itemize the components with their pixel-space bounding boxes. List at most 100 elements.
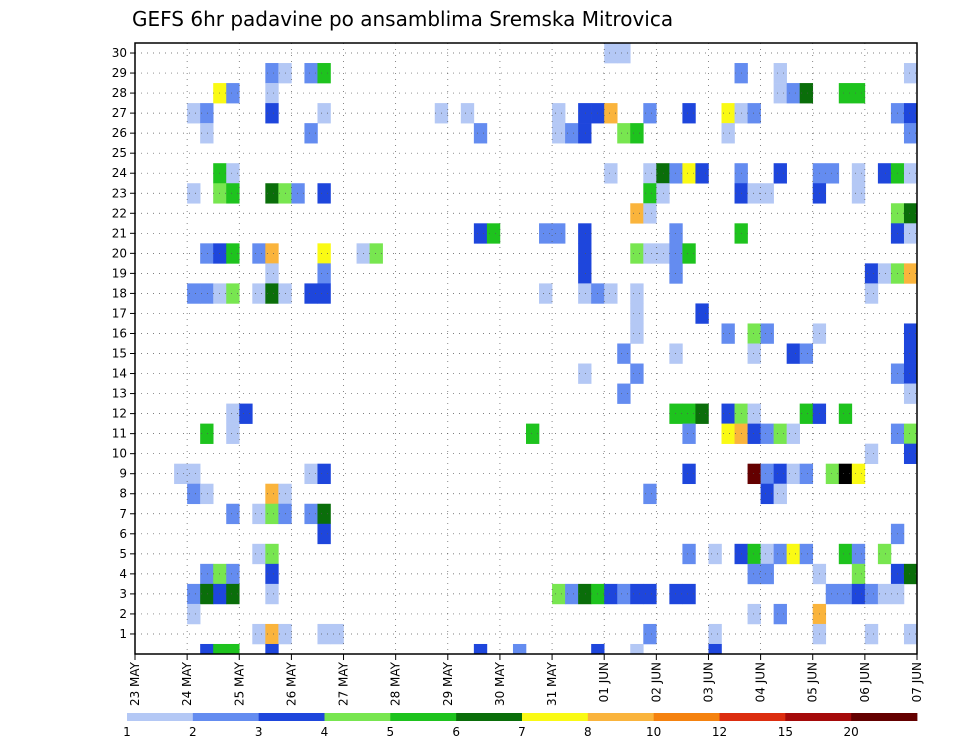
heatmap-cell bbox=[773, 423, 787, 444]
heatmap-cell bbox=[617, 583, 631, 605]
heatmap-cell bbox=[864, 443, 879, 464]
heatmap-cell bbox=[591, 643, 605, 655]
heatmap-cell bbox=[903, 623, 918, 645]
y-tick-label: 23 bbox=[112, 186, 127, 200]
x-tick-label: 03 JUN bbox=[701, 662, 715, 702]
x-tick-label: 04 JUN bbox=[754, 662, 768, 702]
heatmap-cell bbox=[200, 123, 214, 144]
heatmap-cell bbox=[747, 563, 761, 585]
heatmap-cell bbox=[226, 163, 240, 184]
heatmap-cell bbox=[682, 163, 696, 184]
y-tick-label: 22 bbox=[112, 206, 127, 220]
heatmap-cell bbox=[682, 543, 696, 565]
heatmap-cell bbox=[643, 243, 657, 264]
y-tick-label: 30 bbox=[112, 46, 127, 60]
heatmap-cell bbox=[317, 623, 331, 645]
heatmap-cell bbox=[226, 503, 240, 525]
heatmap-cell bbox=[760, 463, 774, 485]
heatmap-cell bbox=[903, 103, 918, 124]
heatmap-cell bbox=[851, 463, 866, 485]
colorbar-swatch bbox=[719, 713, 786, 721]
heatmap-cell bbox=[643, 203, 657, 224]
heatmap-cell bbox=[317, 283, 331, 304]
y-tick-label: 13 bbox=[112, 387, 127, 401]
heatmap-cell bbox=[669, 243, 683, 264]
heatmap-cell bbox=[460, 103, 475, 124]
heatmap-cell bbox=[317, 263, 331, 284]
y-tick-label: 6 bbox=[119, 527, 127, 541]
heatmap-cell bbox=[552, 223, 566, 244]
y-tick-label: 5 bbox=[119, 547, 127, 561]
y-tick-label: 4 bbox=[119, 567, 127, 581]
heatmap-cell bbox=[903, 123, 918, 144]
heatmap-cell bbox=[473, 643, 488, 655]
heatmap-cell bbox=[539, 283, 553, 304]
heatmap-cell bbox=[473, 223, 488, 244]
heatmap-cell bbox=[747, 543, 761, 565]
heatmap-cell bbox=[747, 103, 761, 124]
heatmap-cell bbox=[682, 583, 696, 605]
heatmap-cell bbox=[747, 603, 761, 625]
heatmap-cell bbox=[643, 583, 657, 605]
heatmap-cell bbox=[708, 623, 722, 645]
heatmap-cell bbox=[486, 223, 501, 244]
heatmap-cell bbox=[799, 403, 814, 424]
y-tick-label: 3 bbox=[119, 587, 127, 601]
colorbar-swatch bbox=[785, 713, 852, 721]
heatmap-cell bbox=[851, 83, 866, 104]
heatmap-cell bbox=[760, 543, 774, 565]
heatmap-cell bbox=[838, 403, 853, 424]
y-tick-label: 20 bbox=[112, 246, 127, 260]
x-tick-label: 25 MAY bbox=[232, 661, 246, 706]
heatmap-cell bbox=[656, 243, 670, 264]
heatmap-cell bbox=[903, 203, 918, 224]
heatmap-cell bbox=[695, 163, 709, 184]
heatmap-cell bbox=[773, 463, 787, 485]
heatmap-cell bbox=[265, 183, 279, 204]
y-tick-label: 14 bbox=[112, 367, 127, 381]
heatmap-cell bbox=[578, 583, 592, 605]
heatmap-cell bbox=[773, 83, 787, 104]
heatmap-cell bbox=[226, 643, 240, 655]
heatmap-cell bbox=[552, 123, 566, 144]
x-tick-label: 07 JUN bbox=[910, 662, 924, 702]
heatmap-cell bbox=[682, 103, 696, 124]
heatmap-cell bbox=[265, 63, 279, 84]
heatmap-cell bbox=[304, 283, 318, 304]
colorbar-tick-label: 1 bbox=[123, 725, 131, 739]
y-tick-label: 19 bbox=[112, 266, 127, 280]
heatmap-cell bbox=[708, 543, 722, 565]
heatmap-cell bbox=[760, 423, 774, 444]
heatmap-cell bbox=[669, 163, 683, 184]
heatmap-cell bbox=[773, 543, 787, 565]
y-tick-label: 26 bbox=[112, 126, 127, 140]
heatmap-cell bbox=[773, 63, 787, 84]
heatmap-cell bbox=[304, 503, 318, 525]
heatmap-cell bbox=[708, 643, 722, 655]
heatmap-cell bbox=[903, 223, 918, 244]
colorbar-swatch bbox=[851, 713, 918, 721]
heatmap-cell bbox=[864, 623, 879, 645]
y-tick-label: 24 bbox=[112, 166, 127, 180]
heatmap-cell bbox=[721, 423, 735, 444]
heatmap-cell bbox=[330, 623, 344, 645]
heatmap-cell bbox=[369, 243, 383, 264]
colorbar-swatch bbox=[390, 713, 457, 721]
heatmap-cell bbox=[656, 183, 670, 204]
heatmap-cell bbox=[200, 583, 214, 605]
heatmap-cell bbox=[304, 123, 318, 144]
heatmap-cell bbox=[838, 543, 853, 565]
heatmap-cell bbox=[630, 583, 644, 605]
heatmap-cell bbox=[265, 643, 279, 655]
x-tick-label: 28 MAY bbox=[389, 661, 403, 706]
heatmap-cell bbox=[226, 283, 240, 304]
y-tick-label: 21 bbox=[112, 226, 127, 240]
y-tick-label: 18 bbox=[112, 286, 127, 300]
heatmap-cell bbox=[252, 503, 266, 525]
heatmap-cell bbox=[265, 583, 279, 605]
heatmap-cell bbox=[747, 343, 761, 364]
heatmap-cell bbox=[799, 83, 814, 104]
heatmap-cell bbox=[669, 403, 683, 424]
heatmap-cell bbox=[799, 543, 814, 565]
